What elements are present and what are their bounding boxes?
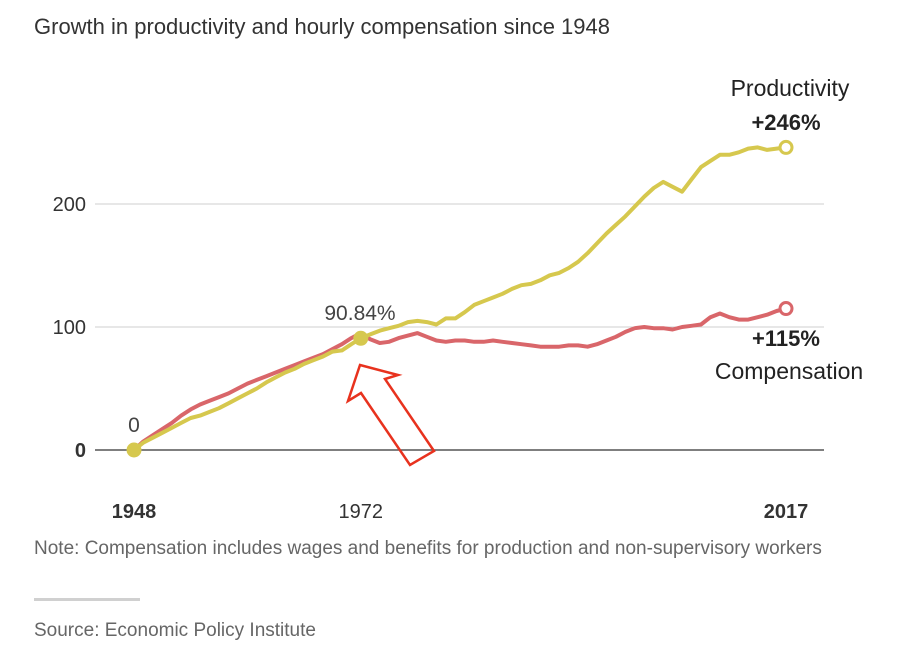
label-compensation-change: +115%	[752, 326, 820, 351]
y-tick-0: 0	[75, 440, 86, 462]
series-line-compensation	[132, 306, 788, 452]
label-productivity-change: +246%	[751, 110, 820, 135]
label-start: 0	[128, 414, 140, 437]
series-lines	[132, 145, 788, 452]
label-productivity-name: Productivity	[731, 75, 850, 101]
label-compensation-name: Compensation	[715, 358, 863, 384]
divider	[34, 598, 140, 601]
x-tick-1972: 1972	[339, 501, 384, 523]
y-tick-100: 100	[53, 317, 86, 339]
red-arrow-icon	[345, 363, 436, 467]
chart-note: Note: Compensation includes wages and be…	[34, 538, 822, 559]
chart-title: Growth in productivity and hourly compen…	[34, 14, 610, 39]
annotation-labels: 0 90.84% Productivity +246% +115% Compensatio…	[128, 75, 863, 437]
x-tick-1948: 1948	[112, 501, 157, 523]
y-tick-labels: 0 100 200	[53, 194, 86, 462]
chart-source: Source: Economic Policy Institute	[34, 620, 316, 641]
point-markers	[126, 139, 794, 458]
marker-compensation-end	[778, 301, 794, 317]
marker-productivity-end	[778, 139, 794, 155]
marker-start	[126, 442, 142, 458]
marker-1972	[353, 330, 369, 346]
label-1972-value: 90.84%	[324, 302, 395, 325]
y-tick-200: 200	[53, 194, 86, 216]
x-tick-2017: 2017	[764, 501, 809, 523]
annotation-arrow	[345, 363, 436, 467]
x-tick-labels: 1948 1972 2017	[112, 501, 809, 523]
series-line-productivity	[132, 145, 788, 452]
gridlines	[95, 203, 824, 451]
